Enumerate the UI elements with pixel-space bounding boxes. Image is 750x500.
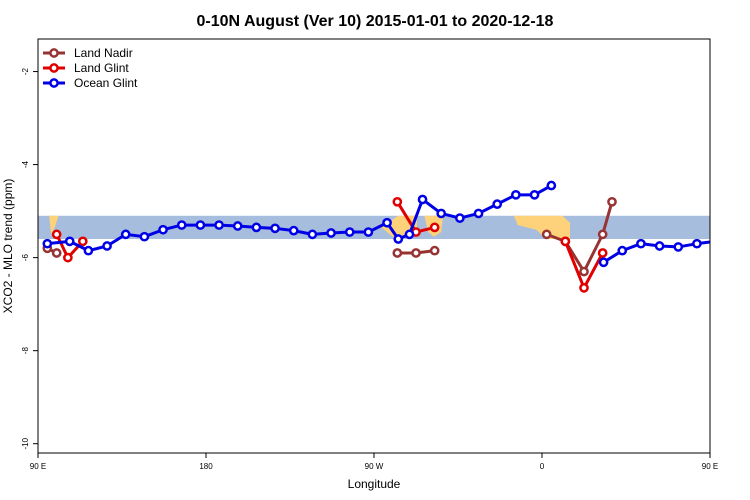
ocean-glint-point [251,222,262,233]
legend-marker-land-nadir [49,48,59,58]
ocean-glint-point [214,220,224,230]
ocean-glint-point [598,257,609,268]
chart-title: 0-10N August (Ver 10) 2015-01-01 to 2020… [197,13,554,30]
x-axis: 90 E 180 90 W 0 90 E [30,453,718,471]
land-patch [725,216,740,237]
ocean-glint-point [83,245,94,256]
ocean-glint-point [436,208,447,219]
land-glint-point [579,283,589,293]
ocean-glint-point [731,238,738,245]
x-axis-label: Longitude [348,477,401,491]
legend-marker-ocean-glint [49,78,59,88]
land-glint-point [63,252,73,263]
x-tick-label: 0 [540,462,545,471]
land-glint-point [560,236,571,247]
land-glint-point [51,229,62,240]
ocean-glint-point [382,217,392,228]
ocean-glint-line [602,240,710,264]
ocean-glint-point [326,228,336,238]
legend-label-ocean-glint: Ocean Glint [74,76,138,90]
ocean-glint-point [120,229,131,240]
y-tick-label: -2 [21,67,30,75]
land-nadir-point [541,229,552,240]
ocean-glint-point [158,224,168,235]
ocean-glint-point [64,236,75,247]
land-nadir-point [392,248,403,258]
land-nadir-point [730,245,737,252]
land-glint-point [597,248,608,258]
ocean-glint-point [363,227,374,237]
ocean-glint-point [344,227,355,237]
ocean-glint-point [712,238,719,245]
y-axis: -2 -4 -6 -8 -10 [21,67,38,449]
ocean-glint-point [455,213,465,223]
ocean-glint-point [473,208,484,219]
ocean-glint-point [692,238,702,249]
ocean-glint-point [492,199,503,209]
land-nadir-point [607,196,617,207]
land-glint-point [392,196,403,207]
ocean-glint-point [417,194,428,205]
legend-label-land-glint: Land Glint [74,61,129,75]
land-nadir-point [579,266,589,277]
ocean-glint-point [654,241,665,251]
land-glint-point [429,222,440,233]
y-axis-label: XCO2 - MLO trend (ppm) [1,179,15,314]
land-glint-point [739,231,746,238]
ocean-glint-point [288,225,299,236]
y-tick-label: -4 [21,160,30,168]
plot-area [38,180,750,293]
ocean-glint-point [673,242,684,252]
ocean-glint-point [42,238,53,249]
x-tick-label: 180 [199,462,213,471]
land-nadir-point [51,248,62,258]
y-tick-label: -10 [21,437,30,449]
ocean-glint-point [195,220,206,230]
ocean-glint-point [139,231,150,242]
x-tick-label: 90 E [30,462,46,471]
ocean-glint-point [511,189,521,200]
land-nadir-line [733,248,742,253]
ocean-glint-point [232,221,243,231]
x-tick-label: 90 E [702,462,718,471]
ocean-glint-point [529,189,540,200]
legend-marker-land-glint [49,63,59,73]
y-tick-label: -6 [21,254,30,262]
ocean-glint-point [270,223,280,234]
x-tick-label: 90 W [365,462,384,471]
ocean-glint-point [393,234,404,244]
ocean-glint-point [102,241,112,251]
legend-label-land-nadir: Land Nadir [74,46,133,60]
ocean-glint-point [404,229,415,240]
land-glint-line [743,234,750,257]
land-nadir-point [739,249,746,256]
land-glint-point [77,236,88,247]
ocean-glint-point [176,220,187,230]
land-patch [49,215,59,235]
y-tick-label: -8 [21,347,30,355]
ocean-glint-point [617,245,628,256]
ocean-glint-point [546,180,557,191]
land-nadir-point [411,248,421,258]
plot-frame [37,38,711,454]
land-nadir-point [429,245,440,256]
ocean-glint-point [307,229,318,240]
land-nadir-point [597,229,608,240]
ocean-glint-point [636,238,646,249]
land-patch [514,215,570,240]
